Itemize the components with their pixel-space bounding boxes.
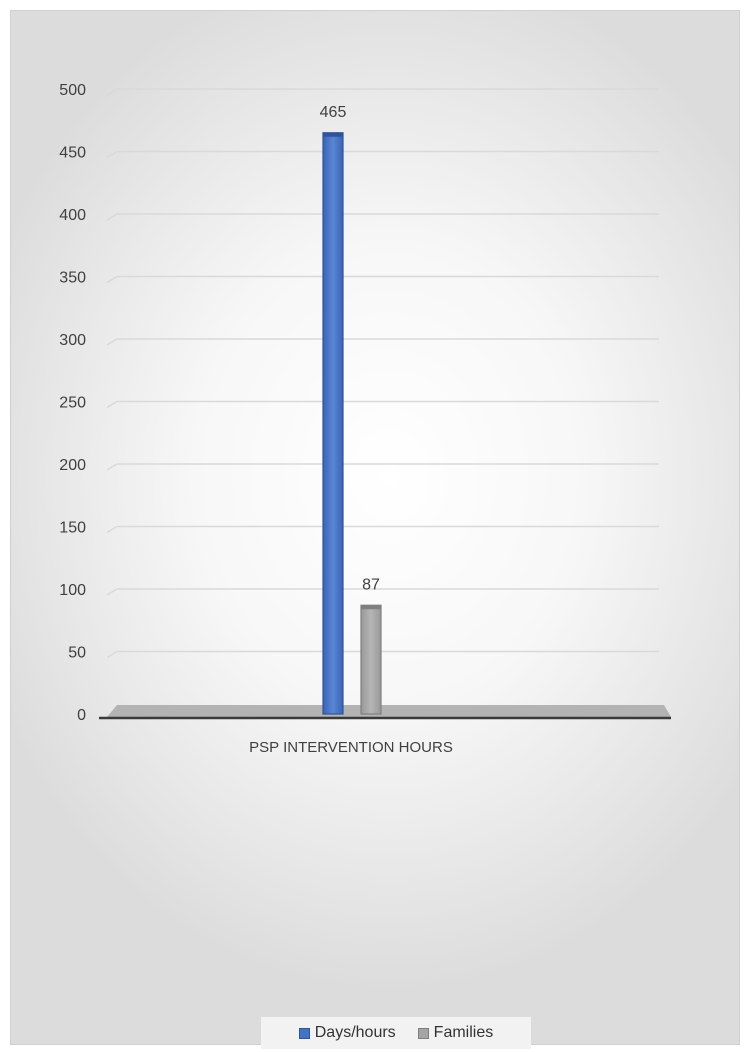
x-category-label: PSP INTERVENTION HOURS [249, 739, 453, 756]
data-label: 87 [362, 576, 380, 593]
gridline-depth [106, 463, 118, 471]
gridline-depth [106, 338, 118, 346]
bar-families [360, 604, 382, 715]
legend-label-families: Families [433, 1024, 494, 1041]
y-tick-label: 200 [59, 457, 86, 474]
legend-swatch-days-hours [298, 1027, 310, 1039]
y-tick-label: 400 [59, 207, 86, 224]
bar-days-hours-top [323, 132, 343, 137]
legend: Days/hours Families [261, 1017, 531, 1049]
gridline-depth [106, 213, 118, 221]
legend-label-days-hours: Days/hours [314, 1024, 396, 1041]
gridline-depth [106, 400, 118, 409]
legend-swatch-families [417, 1027, 429, 1039]
y-tick-label: 450 [59, 145, 86, 162]
gridline-depth [106, 88, 118, 96]
chart-area: 0 50 100 150 200 250 300 350 400 450 500 465 87 PSP I… [10, 10, 740, 1049]
y-tick-label: 500 [59, 82, 86, 99]
bar-chart: 0 50 100 150 200 250 300 350 400 450 500 465 87 PSP I… [59, 82, 671, 756]
y-tick-label: 150 [59, 520, 86, 537]
y-tick-label: 100 [59, 582, 86, 599]
data-label: 465 [320, 104, 347, 121]
gridline-depth [106, 525, 118, 534]
y-tick-label: 50 [68, 645, 86, 662]
legend-item-families: Families [417, 1024, 494, 1042]
y-tick-label: 250 [59, 395, 86, 412]
legend-item-days-hours: Days/hours [298, 1024, 396, 1042]
y-tick-label: 350 [59, 270, 86, 287]
bar-days-hours [322, 132, 344, 715]
gridline-depth [106, 650, 118, 659]
y-tick-label: 0 [77, 707, 86, 724]
bar-families-top [361, 605, 381, 610]
chart-floor [107, 705, 671, 717]
gridline-depth [106, 150, 118, 159]
gridline-depth [106, 275, 118, 284]
y-tick-label: 300 [59, 332, 86, 349]
gridline-depth [106, 588, 118, 596]
